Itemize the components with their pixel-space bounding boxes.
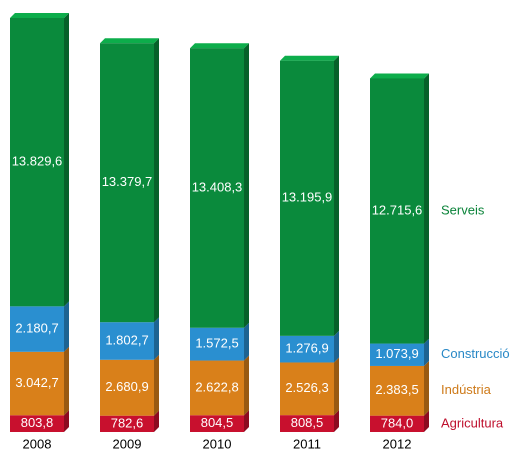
bar-top [280,55,339,61]
bar-side [424,410,429,432]
legend-label: Construcció [441,346,510,361]
bar-side [244,43,249,328]
value-label: 13.408,3 [192,179,243,194]
value-label: 13.379,7 [102,174,153,189]
value-label: 1.572,5 [195,336,238,351]
bar-side [244,322,249,361]
value-label: 1.276,9 [285,341,328,356]
bar-segment [370,415,424,432]
bar-segment [280,335,334,363]
bar-segment [190,415,244,432]
value-label: 13.829,6 [12,154,63,169]
bar-segment [370,78,424,344]
bar-segment [10,306,64,352]
value-label: 803,8 [21,415,54,430]
value-label: 808,5 [291,415,324,430]
value-label: 3.042,7 [15,375,58,390]
value-label: 12.715,6 [372,202,423,217]
legend-label: Agricultura [441,415,504,430]
bar-segment [100,322,154,360]
bar-side [64,346,69,416]
bar-side [64,410,69,432]
bar-side [64,13,69,307]
bar-segment [190,327,244,361]
bar-segment [280,362,334,416]
value-label: 784,0 [381,415,414,430]
bar-top [370,73,429,79]
bar-side [424,360,429,416]
bar-side [424,338,429,366]
x-tick-label: 2010 [203,436,232,451]
bar-segment [190,360,244,416]
value-label: 2.383,5 [375,382,418,397]
bar-segment [10,18,64,307]
value-label: 1.073,9 [375,346,418,361]
bar-segment [10,415,64,432]
bar-segment [100,415,154,432]
value-label: 2.526,3 [285,380,328,395]
x-tick-label: 2009 [113,436,142,451]
bar-side [424,73,429,344]
bar-segment [100,359,154,416]
bar-segment [190,48,244,328]
bar-side [334,357,339,416]
value-label: 2.180,7 [15,321,58,336]
bar-side [154,317,159,360]
bar-side [244,355,249,416]
bar-side [154,354,159,416]
value-label: 804,5 [201,415,234,430]
x-tick-label: 2011 [293,436,321,451]
bar-side [154,410,159,432]
x-tick-label: 2008 [23,436,52,451]
bar-top [10,13,69,18]
bar-side [64,301,69,352]
bar-side [154,38,159,323]
bar-side [334,330,339,363]
value-label: 2.680,9 [105,379,148,394]
x-tick-label: 2012 [383,436,412,451]
bar-segment [280,415,334,432]
bar-side [334,410,339,432]
value-label: 2.622,8 [195,379,238,394]
bar-top [190,43,249,49]
bar-segment [370,343,424,366]
bar-segment [370,365,424,416]
bar-segment [280,60,334,336]
legend-label: Indústria [441,382,492,397]
bar-top [100,38,159,44]
bar-segment [100,43,154,323]
value-label: 1.802,7 [105,332,148,347]
bar-side [244,410,249,432]
value-label: 13.195,9 [282,190,333,205]
bar-side [334,55,339,336]
bar-segment [10,351,64,416]
legend-label: Serveis [441,202,485,217]
value-label: 782,6 [111,415,144,430]
